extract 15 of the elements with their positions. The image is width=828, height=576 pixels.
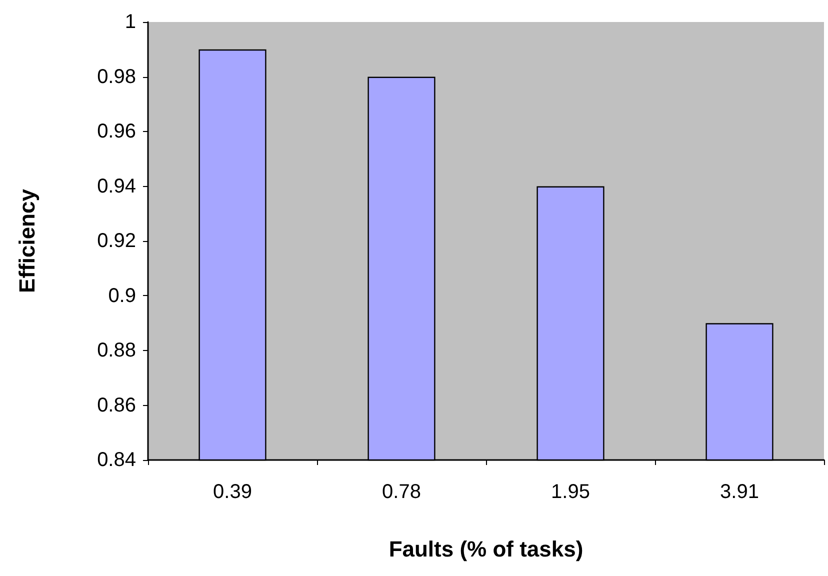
y-tick-label: 0.86 — [97, 394, 136, 416]
x-tick-label: 3.91 — [720, 481, 759, 503]
y-tick-label: 1 — [124, 11, 136, 33]
y-tick-label: 0.96 — [97, 120, 136, 142]
x-axis-title: Faults (% of tasks) — [388, 536, 584, 562]
y-axis-title: Efficiency — [14, 188, 40, 293]
x-tick-label: 0.39 — [213, 481, 252, 503]
y-tick-label: 0.92 — [97, 230, 136, 252]
x-tick-label: 0.78 — [382, 481, 421, 503]
y-tick-label: 0.88 — [97, 340, 136, 362]
y-tick-label: 0.94 — [97, 175, 136, 198]
y-tick-label: 0.9 — [108, 284, 136, 307]
y-tick-label: 0.84 — [97, 449, 136, 471]
y-tick-label: 0.98 — [97, 66, 136, 88]
x-tick-label: 1.95 — [551, 481, 590, 503]
